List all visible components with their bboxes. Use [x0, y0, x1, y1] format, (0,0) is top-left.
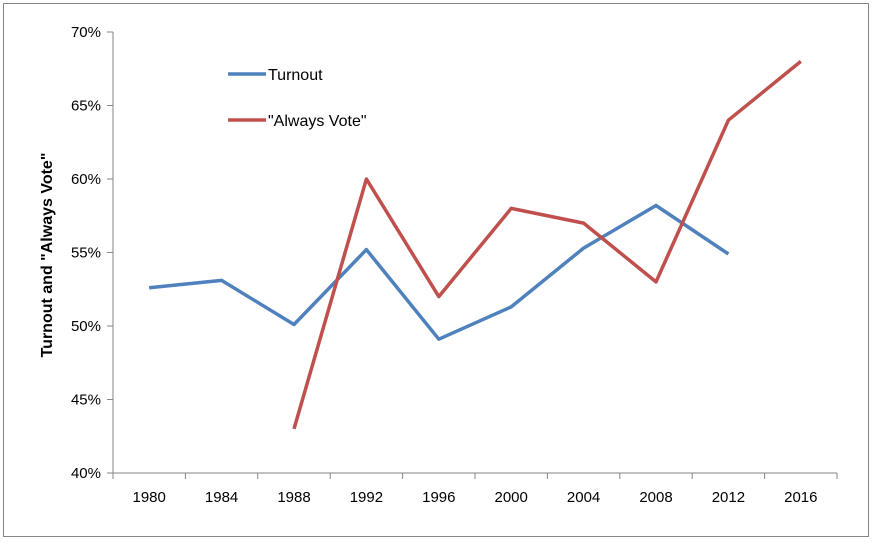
x-tick-label: 2000 [495, 489, 528, 506]
x-tick-label: 2008 [639, 489, 672, 506]
y-tick-label: 40% [71, 465, 101, 482]
x-tick-label: 1996 [422, 489, 455, 506]
chart-frame [3, 3, 869, 537]
x-tick-label: 1984 [205, 489, 238, 506]
y-tick-label: 55% [71, 245, 101, 262]
y-tick-label: 70% [71, 24, 101, 41]
x-tick-label: 2016 [784, 489, 817, 506]
x-tick-label: 2012 [712, 489, 745, 506]
y-tick-label: 60% [71, 171, 101, 188]
x-tick-label: 1980 [133, 489, 166, 506]
x-tick-label: 2004 [567, 489, 600, 506]
series-line-always-vote [292, 60, 802, 430]
y-axis-title: Turnout and "Always Vote" [39, 153, 56, 358]
series-layer [149, 60, 802, 430]
legend: Turnout "Always Vote" [228, 67, 367, 130]
y-tick-label: 45% [71, 392, 101, 409]
axes-layer: 40% 45% 50% 55% 60% 65% 70% 1980 1984 1988 1992 199… [71, 24, 838, 506]
y-tick-label: 50% [71, 318, 101, 335]
legend-label-always-vote: "Always Vote" [268, 113, 367, 130]
y-tick-label: 65% [71, 98, 101, 115]
x-tick-label: 1992 [350, 489, 383, 506]
x-tick-label: 1988 [277, 489, 310, 506]
legend-label-turnout: Turnout [268, 67, 323, 84]
